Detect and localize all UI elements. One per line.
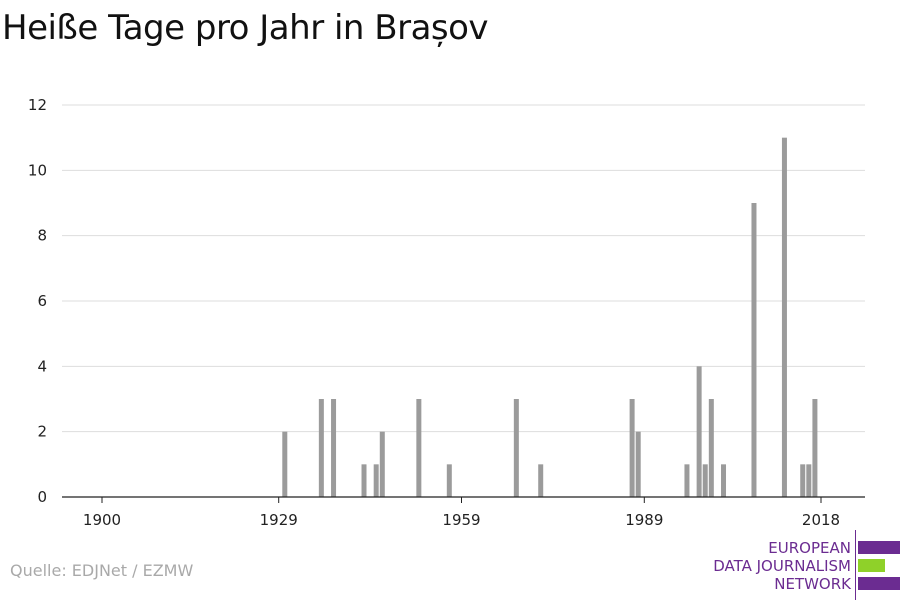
bar: [812, 399, 818, 497]
bar: [513, 399, 519, 497]
x-tick-label: 1959: [442, 511, 480, 529]
edjnet-logo: EUROPEAN DATA JOURNALISM NETWORK: [700, 530, 900, 600]
logo-bar-purple-top: [858, 541, 900, 554]
bar: [373, 464, 379, 497]
y-tick-label: 4: [37, 357, 47, 375]
bar: [781, 137, 787, 497]
y-tick-label: 12: [28, 96, 47, 114]
y-axis-tick-labels: 0 2 4 6 8 10 12: [28, 96, 47, 506]
bars: [282, 137, 818, 497]
bar: [708, 399, 714, 497]
bar: [629, 399, 635, 497]
bar: [800, 464, 806, 497]
bar: [361, 464, 367, 497]
bar: [538, 464, 544, 497]
bar: [635, 431, 641, 497]
gridlines: [62, 104, 865, 433]
bar: [282, 431, 288, 497]
logo-bar-purple-bottom: [858, 577, 900, 590]
bar: [696, 366, 702, 497]
x-tick-label: 1900: [83, 511, 121, 529]
logo-bar-green: [858, 559, 885, 572]
bar: [331, 399, 337, 497]
y-tick-label: 8: [37, 227, 47, 245]
x-axis-ticks: 1900 1929 1959 1989 2018: [83, 497, 840, 529]
bar: [702, 464, 708, 497]
y-tick-label: 0: [37, 488, 47, 506]
y-tick-label: 6: [37, 292, 47, 310]
y-tick-label: 10: [28, 161, 47, 179]
bar: [318, 399, 324, 497]
bar: [751, 203, 757, 497]
bar: [446, 464, 452, 497]
chart-title: Heiße Tage pro Jahr in Brașov: [2, 8, 489, 48]
bar: [721, 464, 727, 497]
x-tick-label: 1929: [260, 511, 298, 529]
logo-divider: [855, 530, 856, 600]
source-note: Quelle: EDJNet / EZMW: [10, 561, 194, 580]
bar: [806, 464, 812, 497]
bar: [684, 464, 690, 497]
bar: [416, 399, 422, 497]
x-tick-label: 1989: [625, 511, 663, 529]
bar: [379, 431, 385, 497]
x-tick-label: 2018: [802, 511, 840, 529]
logo-text-line3: NETWORK: [774, 575, 851, 593]
logo-text-line2: DATA JOURNALISM: [713, 557, 851, 575]
y-tick-label: 2: [37, 423, 47, 441]
logo-text-line1: EUROPEAN: [768, 539, 851, 557]
